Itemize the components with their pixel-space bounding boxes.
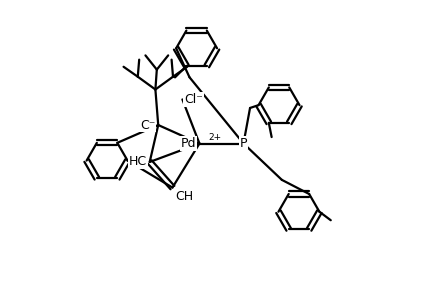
Text: Cl⁻: Cl⁻ <box>184 93 203 106</box>
Text: 2+: 2+ <box>208 133 221 142</box>
Text: P: P <box>240 137 247 150</box>
Text: Pd: Pd <box>181 137 197 150</box>
Text: CH: CH <box>175 190 194 203</box>
Text: HC: HC <box>129 156 147 168</box>
Text: C⁻: C⁻ <box>140 119 155 131</box>
